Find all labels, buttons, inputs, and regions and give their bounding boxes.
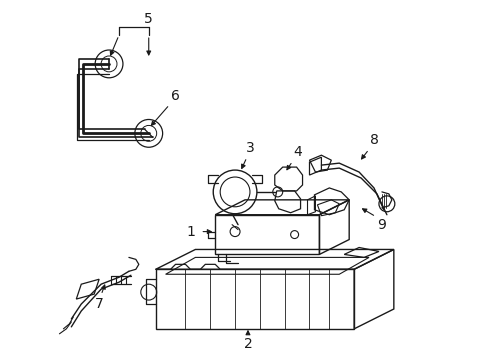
Text: 5: 5	[144, 12, 153, 26]
Text: 7: 7	[95, 297, 103, 311]
Text: 8: 8	[369, 133, 378, 147]
Text: 4: 4	[293, 145, 302, 159]
Text: 3: 3	[245, 141, 254, 155]
Text: 2: 2	[243, 337, 252, 351]
Text: 1: 1	[185, 225, 194, 239]
Text: 9: 9	[377, 218, 386, 231]
Text: 6: 6	[171, 89, 180, 103]
